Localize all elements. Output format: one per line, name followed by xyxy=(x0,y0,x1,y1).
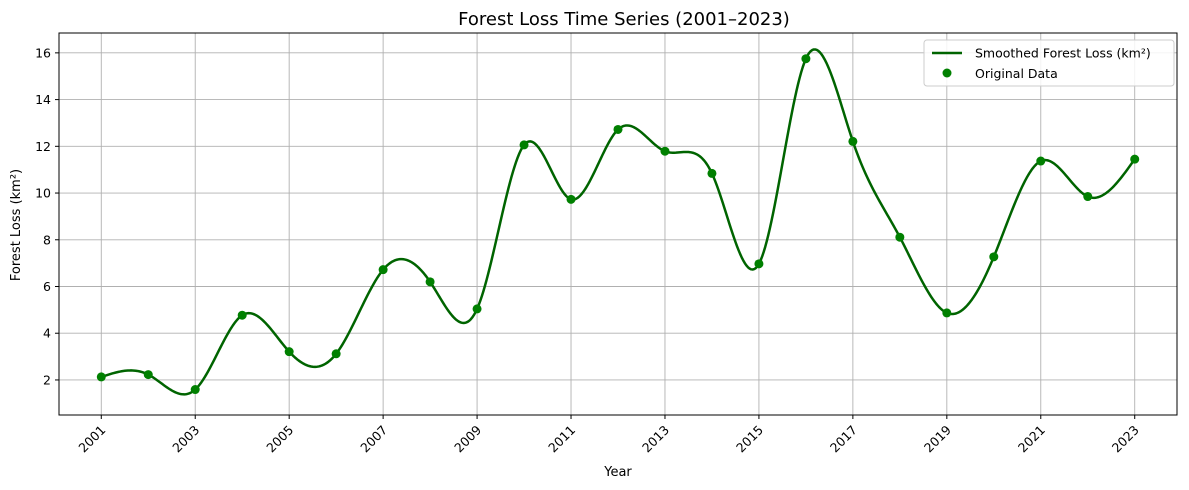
y-tick-label: 6 xyxy=(43,279,51,294)
y-tick-label: 16 xyxy=(35,45,51,60)
x-tick-label: 2001 xyxy=(75,422,108,455)
x-tick-label: 2005 xyxy=(263,422,296,455)
data-point xyxy=(1130,154,1140,164)
data-point xyxy=(801,54,811,64)
data-point xyxy=(660,146,670,156)
data-point xyxy=(519,140,529,150)
data-point xyxy=(754,259,764,269)
legend-label-smoothed: Smoothed Forest Loss (km²) xyxy=(975,46,1151,61)
legend-marker-swatch xyxy=(942,68,952,78)
legend-box xyxy=(923,39,1175,87)
data-point xyxy=(942,308,952,318)
x-tick-label: 2003 xyxy=(169,422,202,455)
axes-frame xyxy=(58,32,1178,416)
data-point xyxy=(190,385,200,395)
data-point xyxy=(237,310,247,320)
x-tick-label: 2013 xyxy=(639,422,672,455)
data-point xyxy=(1036,156,1046,166)
data-point xyxy=(566,194,576,204)
x-tick-label: 2009 xyxy=(451,422,484,455)
x-tick-label: 2021 xyxy=(1015,422,1048,455)
data-point xyxy=(989,252,999,262)
smoothed-series xyxy=(100,48,1136,396)
data-point xyxy=(378,265,388,275)
data-point xyxy=(143,370,153,380)
data-point xyxy=(331,349,341,359)
y-axis-ticks: 2 4 6 8 10 12 14 16 xyxy=(35,45,59,387)
x-tick-label: 2007 xyxy=(357,422,390,455)
plot-frame xyxy=(58,32,1178,416)
data-point xyxy=(1083,192,1093,202)
grid-lines xyxy=(59,33,1177,415)
x-tick-label: 2019 xyxy=(921,422,954,455)
data-point xyxy=(96,372,106,382)
y-tick-label: 4 xyxy=(43,326,51,341)
data-point xyxy=(472,304,482,314)
original-data-series xyxy=(96,54,1140,395)
x-axis-label: Year xyxy=(603,465,632,480)
x-tick-label: 2015 xyxy=(733,422,766,455)
data-point xyxy=(707,168,717,178)
legend: Smoothed Forest Loss (km²) Original Data xyxy=(923,39,1175,87)
x-axis-ticks: 2001 2003 2005 2007 2009 2011 2013 2015 2017 2019… xyxy=(75,415,1142,455)
x-tick-label: 2017 xyxy=(827,422,860,455)
chart-title: Forest Loss Time Series (2001–2023) xyxy=(458,9,790,30)
y-tick-label: 10 xyxy=(35,186,51,201)
y-tick-label: 14 xyxy=(35,92,51,107)
y-tick-label: 8 xyxy=(43,232,51,247)
smoothed-forest-loss-line xyxy=(100,48,1136,396)
legend-label-original: Original Data xyxy=(975,66,1058,81)
y-tick-label: 2 xyxy=(43,372,51,387)
x-tick-label: 2023 xyxy=(1109,422,1142,455)
x-tick-label: 2011 xyxy=(545,422,578,455)
data-point xyxy=(284,347,294,357)
y-axis-label: Forest Loss (km²) xyxy=(9,169,24,281)
data-point xyxy=(425,277,435,287)
data-point xyxy=(895,232,905,242)
data-point xyxy=(613,124,623,134)
y-tick-label: 12 xyxy=(35,139,51,154)
data-point xyxy=(848,136,858,146)
